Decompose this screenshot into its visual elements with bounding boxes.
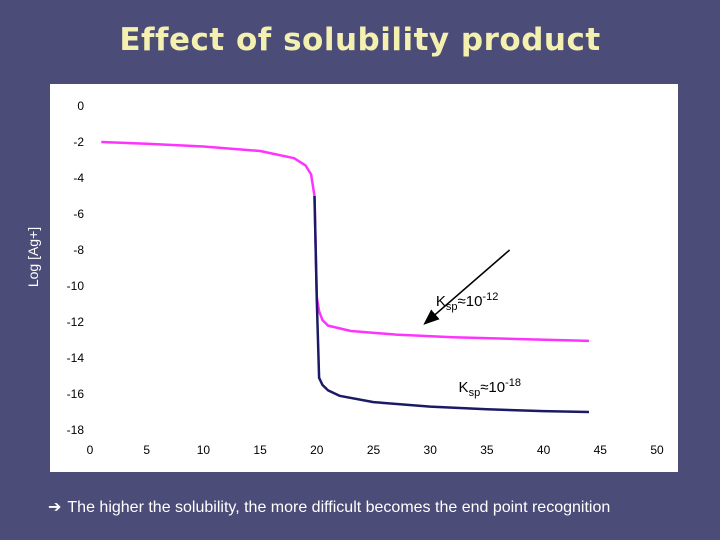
x-tick-label: 5 bbox=[143, 443, 150, 457]
ksp-annotation-1: Ksp≈10-12 bbox=[436, 291, 498, 313]
x-tick-label: 20 bbox=[310, 443, 324, 457]
x-tick-label: 30 bbox=[424, 443, 438, 457]
x-tick-label: 40 bbox=[537, 443, 551, 457]
y-tick-label: -12 bbox=[67, 315, 85, 329]
series-line-1 bbox=[101, 140, 590, 343]
x-tick-label: 25 bbox=[367, 443, 381, 457]
x-tick-label: 15 bbox=[253, 443, 267, 457]
chart-area: 0 -2 -4 -6 -8 -10 -12 -14 -16 -18 0 5 10 15 20 25 30 35 40… bbox=[50, 84, 678, 472]
slide-title: Effect of solubility product bbox=[119, 22, 601, 58]
x-tick-label: 50 bbox=[650, 443, 664, 457]
y-tick-label: -2 bbox=[73, 135, 84, 149]
x-tick-label: 45 bbox=[594, 443, 608, 457]
line-chart: 0-2-4-6-8-10-12-14-16-180 5 10 15 20 25 30 35 40… bbox=[67, 99, 664, 457]
right-arrow-icon: ➔ bbox=[48, 497, 62, 516]
x-tick-label: 10 bbox=[197, 443, 211, 457]
y-tick-label: -16 bbox=[67, 387, 85, 401]
y-tick-label: -18 bbox=[67, 423, 85, 437]
y-axis-label: Log [Ag+] bbox=[25, 226, 41, 288]
y-tick-label: -6 bbox=[73, 207, 84, 221]
footer-note: ➔ The higher the solubility, the more dif… bbox=[48, 497, 610, 517]
series-line-2 bbox=[313, 195, 590, 414]
ksp-annotation-2: Ksp≈10-18 bbox=[459, 377, 521, 399]
y-tick-label: -8 bbox=[73, 243, 84, 257]
y-tick-label: -4 bbox=[73, 171, 84, 185]
x-tick-label: 0 bbox=[87, 443, 94, 457]
x-tick-label: 35 bbox=[480, 443, 494, 457]
footer-text: The higher the solubility, the more diff… bbox=[67, 499, 611, 516]
y-tick-label: -10 bbox=[67, 279, 85, 293]
y-tick-label: -14 bbox=[67, 351, 85, 365]
y-tick-label: 0 bbox=[77, 99, 84, 113]
annotation-arrow bbox=[423, 249, 511, 325]
